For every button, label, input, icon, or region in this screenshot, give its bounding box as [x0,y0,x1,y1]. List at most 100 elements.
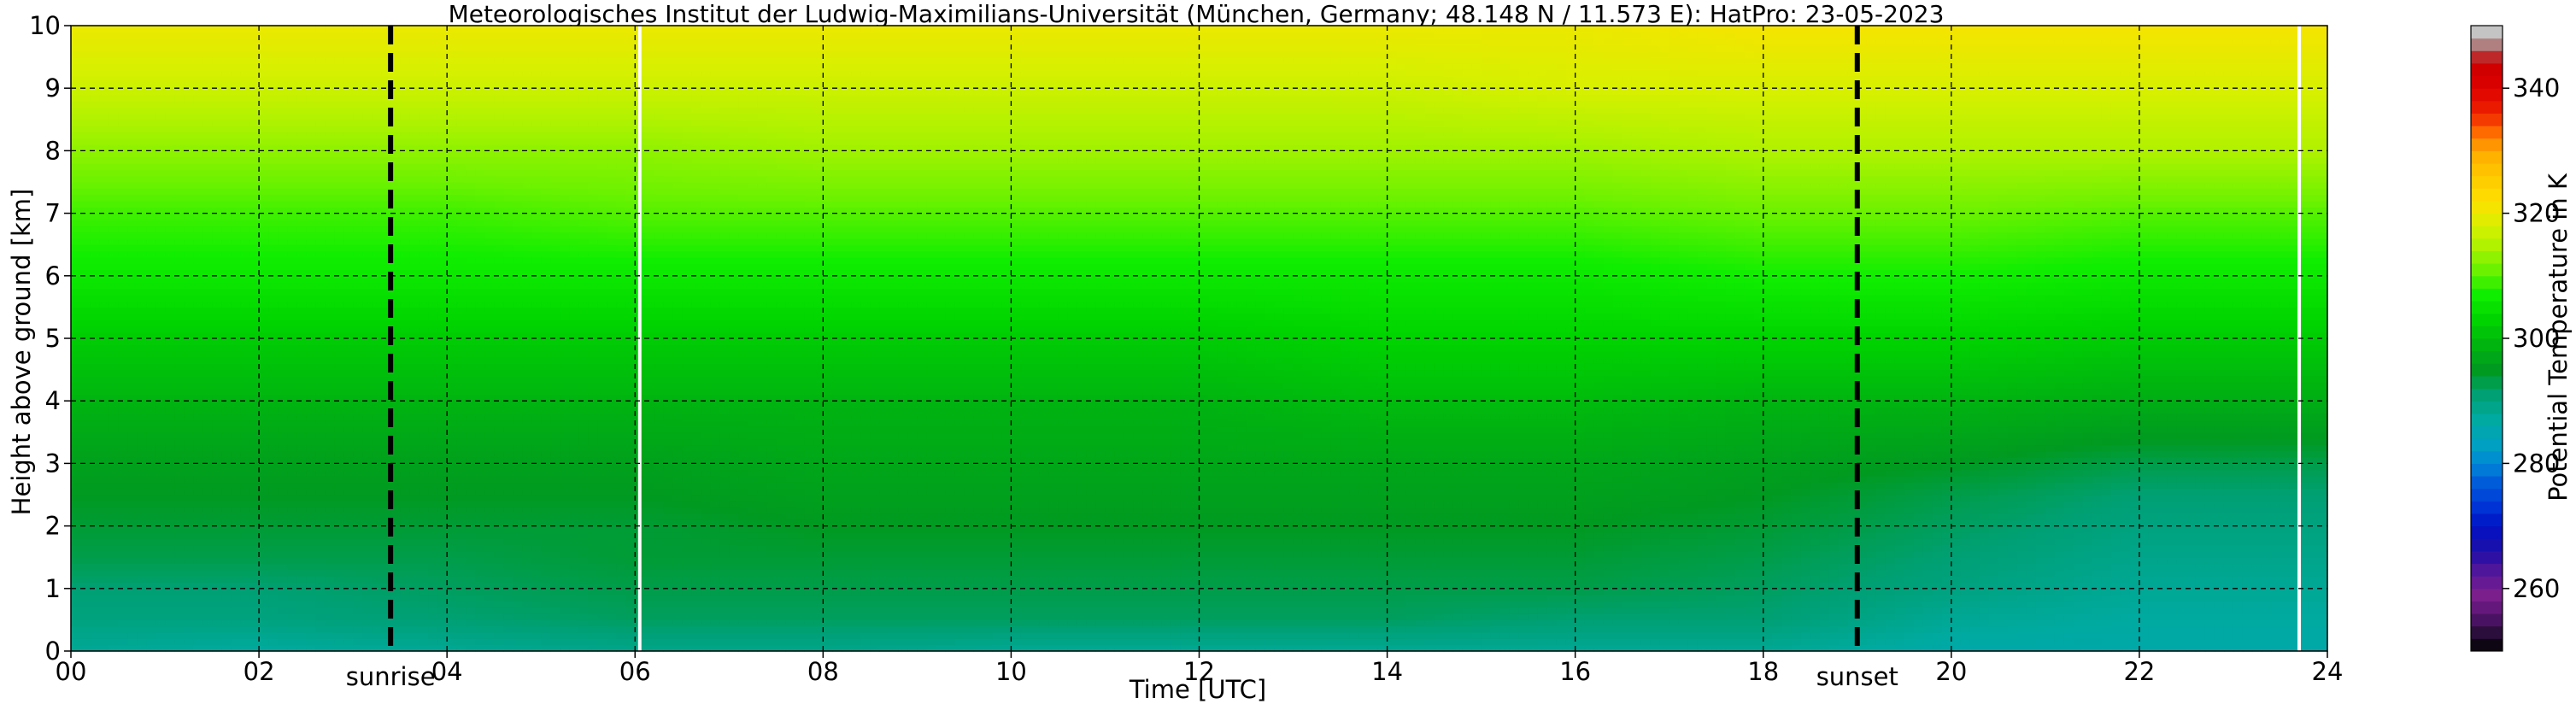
heatmap-cell [522,344,532,351]
heatmap-cell [494,38,504,45]
heatmap-cell [202,251,213,258]
heatmap-cell [306,150,316,157]
heatmap-cell [202,132,213,138]
heatmap-cell [202,32,213,38]
heatmap-cell [428,425,438,432]
heatmap-cell [522,44,532,51]
heatmap-cell [296,626,307,633]
heatmap-cell [193,251,203,258]
heatmap-cell [494,150,504,157]
heatmap-cell [118,301,128,308]
heatmap-cell [71,463,81,470]
heatmap-cell [268,57,279,64]
heatmap-cell [484,26,495,32]
heatmap-cell [259,132,269,138]
heatmap-cell [475,619,485,626]
heatmap-cell [419,626,429,633]
heatmap-cell [513,357,523,364]
heatmap-cell [202,432,213,439]
heatmap-cell [503,564,513,571]
heatmap-cell [343,557,354,564]
heatmap-cell [278,613,288,620]
heatmap-cell [484,295,495,302]
heatmap-cell [118,376,128,383]
heatmap-cell [522,538,532,545]
heatmap-cell [184,50,194,57]
heatmap-cell [343,425,354,432]
heatmap-cell [475,551,485,558]
heatmap-cell [287,76,297,83]
heatmap-cell [249,150,260,157]
heatmap-cell [447,513,457,520]
heatmap-cell [447,26,457,32]
heatmap-cell [212,107,222,114]
heatmap-cell [137,76,147,83]
heatmap-cell [475,432,485,439]
heatmap-cell [202,314,213,320]
heatmap-cell [202,126,213,132]
heatmap-cell [118,338,128,345]
heatmap-cell [259,425,269,432]
heatmap-cell [325,476,335,483]
heatmap-cell [306,182,316,189]
heatmap-cell [71,545,81,552]
heatmap-cell [325,220,335,226]
heatmap-cell [334,601,344,607]
heatmap-cell [437,344,448,351]
heatmap-cell [278,551,288,558]
heatmap-cell [127,126,138,132]
heatmap-cell [419,101,429,108]
heatmap-cell [325,88,335,95]
heatmap-cell [484,138,495,145]
heatmap-cell [503,438,513,445]
heatmap-cell [202,113,213,120]
heatmap-cell [165,214,175,220]
heatmap-cell [99,88,109,95]
heatmap-cell [466,463,476,470]
heatmap-cell [409,482,420,489]
heatmap-cell [475,50,485,57]
heatmap-cell [409,513,420,520]
heatmap-cell [231,564,241,571]
heatmap-cell [268,476,279,483]
heatmap-cell [466,607,476,614]
heatmap-cell [278,444,288,451]
heatmap-cell [353,463,363,470]
heatmap-cell [231,489,241,496]
heatmap-cell [437,376,448,383]
heatmap-cell [174,389,185,396]
heatmap-cell [306,589,316,595]
heatmap-cell [428,338,438,345]
heatmap-cell [99,95,109,102]
heatmap-cell [296,570,307,577]
heatmap-cell [287,482,297,489]
heatmap-cell [184,201,194,208]
heatmap-cell [315,113,326,120]
heatmap-cell [137,626,147,633]
heatmap-cell [437,501,448,507]
heatmap-cell [109,132,119,138]
heatmap-cell [437,557,448,564]
heatmap-cell [306,220,316,226]
heatmap-cell [353,276,363,283]
heatmap-cell [531,545,542,552]
heatmap-cell [109,282,119,289]
heatmap-cell [343,532,354,539]
heatmap-cell [165,95,175,102]
heatmap-cell [127,120,138,126]
heatmap-cell [174,188,185,195]
heatmap-cell [522,244,532,251]
heatmap-cell [99,157,109,164]
heatmap-cell [475,370,485,377]
heatmap-cell [522,619,532,626]
heatmap-cell [494,370,504,377]
heatmap-cell [278,545,288,552]
heatmap-cell [466,344,476,351]
heatmap-cell [503,545,513,552]
heatmap-cell [240,182,250,189]
heatmap-cell [184,26,194,32]
heatmap-cell [109,263,119,270]
heatmap-cell [118,408,128,414]
heatmap-cell [259,288,269,295]
heatmap-cell [165,251,175,258]
